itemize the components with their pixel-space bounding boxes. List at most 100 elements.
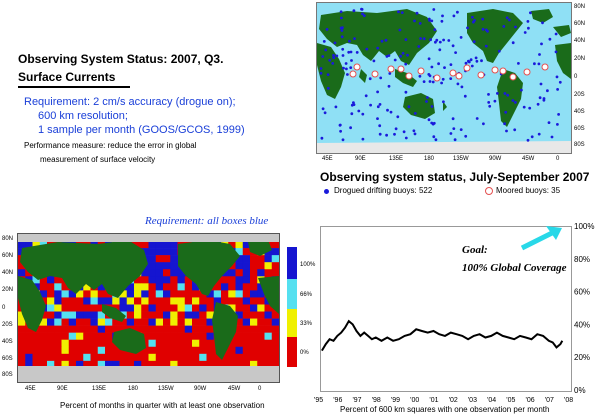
heatmap-cell [148, 346, 157, 355]
heatmap-cell [18, 262, 26, 270]
heatmap-cell [39, 339, 48, 348]
heatmap-cell [141, 325, 149, 333]
heatmap-cell [242, 255, 251, 263]
drifter-dot [387, 84, 391, 88]
heatmap-cell [18, 318, 26, 326]
drifter-dot [349, 66, 353, 69]
drifter-dot [341, 47, 345, 51]
drifter-dot [472, 40, 476, 44]
drifter-dot [496, 92, 499, 95]
heatmap-cell [61, 332, 70, 341]
heatmap-cell [242, 353, 251, 362]
buoy-map-land [317, 9, 571, 153]
drifter-dot [428, 80, 432, 83]
heatmap-cell [242, 325, 251, 333]
lon-tick-label: 90W [194, 386, 207, 392]
heatmap-cell [221, 276, 229, 284]
heatmap-cell [126, 290, 135, 298]
heatmap-cell [61, 283, 70, 291]
heatmap-cell [242, 297, 251, 305]
drifter-dot [364, 94, 368, 98]
drifter-dot [453, 138, 457, 142]
drifter-dot [349, 126, 352, 130]
heatmap-cell [112, 318, 120, 326]
drifter-dot [417, 45, 421, 48]
heatmap-cell [155, 241, 164, 249]
drifter-dot [505, 16, 509, 20]
drifter-dot [443, 66, 446, 69]
moored-circle [449, 69, 457, 77]
x-tick-label: '98 [372, 397, 381, 404]
drifter-dot [430, 121, 434, 125]
heatmap-cell [90, 325, 99, 333]
drifter-dot [360, 8, 364, 11]
drifter-dot [548, 37, 552, 41]
heatmap-cell [170, 276, 178, 284]
heatmap-cell [242, 318, 251, 326]
drifter-dot [452, 127, 456, 130]
heatmap-cell [177, 311, 186, 319]
y-tick-label: 0% [574, 386, 586, 395]
drifter-dot [435, 38, 439, 42]
drifter-dot [503, 122, 506, 126]
heatmap-cell [163, 290, 171, 298]
x-tick-label: '05 [506, 397, 515, 404]
drifter-dot [398, 28, 402, 32]
heatmap-cell [54, 318, 62, 326]
heatmap-cell [170, 248, 178, 256]
heatmap-cell [177, 339, 186, 348]
heatmap-cell [54, 332, 62, 341]
moored-circle [491, 66, 499, 74]
drifter-dot [357, 109, 361, 113]
heatmap-cell [83, 339, 91, 348]
heatmap-cell [141, 283, 149, 291]
heatmap-cell [271, 311, 279, 319]
heatmap-cell [199, 353, 207, 362]
drifter-dot [526, 20, 530, 23]
heatmap-cell [242, 262, 251, 270]
coverage-line-chart-canvas: 0% 20% 40% 60% 80% 100% '95 '96 '97 '98 '99 '00 '01… [314, 222, 594, 404]
drifter-dot [449, 132, 453, 135]
drifter-dot [540, 42, 543, 46]
heatmap-cell [68, 325, 77, 333]
lon-tick-label: 135E [92, 386, 107, 392]
drifter-dot [460, 85, 464, 89]
y-tick-label: 80% [574, 255, 590, 264]
drifter-dot [441, 14, 444, 18]
heatmap-cell [213, 283, 222, 291]
coverage-heatmap-canvas [18, 234, 279, 382]
drifter-dot [430, 105, 434, 108]
drifter-dot [376, 46, 380, 50]
heatmap-cell [25, 346, 33, 355]
heatmap-cell [271, 255, 279, 263]
heatmap-cell [76, 332, 84, 341]
heatmap-cell [271, 241, 279, 249]
heatmap-cell [242, 332, 251, 341]
lon-tick-label: 45W [522, 156, 535, 162]
heatmap-cell [199, 346, 207, 355]
drifter-dot [413, 112, 417, 115]
x-tick-label: '06 [526, 397, 535, 404]
drifter-dot [355, 51, 359, 54]
heatmap-cell [134, 318, 142, 326]
heatmap-cell [271, 325, 279, 333]
heatmap-cell [250, 339, 258, 348]
drifter-dot [522, 105, 526, 109]
heatmap-cell [250, 269, 258, 277]
heatmap-cell [221, 297, 229, 305]
legend-moored-marker [485, 187, 493, 195]
heatmap-cell [213, 360, 222, 369]
drifter-dot [332, 54, 335, 57]
colorbar-label: 100% [300, 262, 316, 268]
drifter-dot [438, 48, 442, 52]
drifter-dot [399, 54, 402, 58]
heatmap-cell [264, 353, 273, 362]
heatmap-cell [61, 318, 70, 326]
heatmap-cell [76, 297, 84, 305]
heatmap-cell [163, 332, 171, 341]
heatmap-cell [90, 346, 99, 355]
heatmap-cell [54, 290, 62, 298]
drifter-dot [454, 51, 457, 54]
heatmap-cell [235, 304, 244, 312]
heatmap-cell [90, 332, 99, 341]
